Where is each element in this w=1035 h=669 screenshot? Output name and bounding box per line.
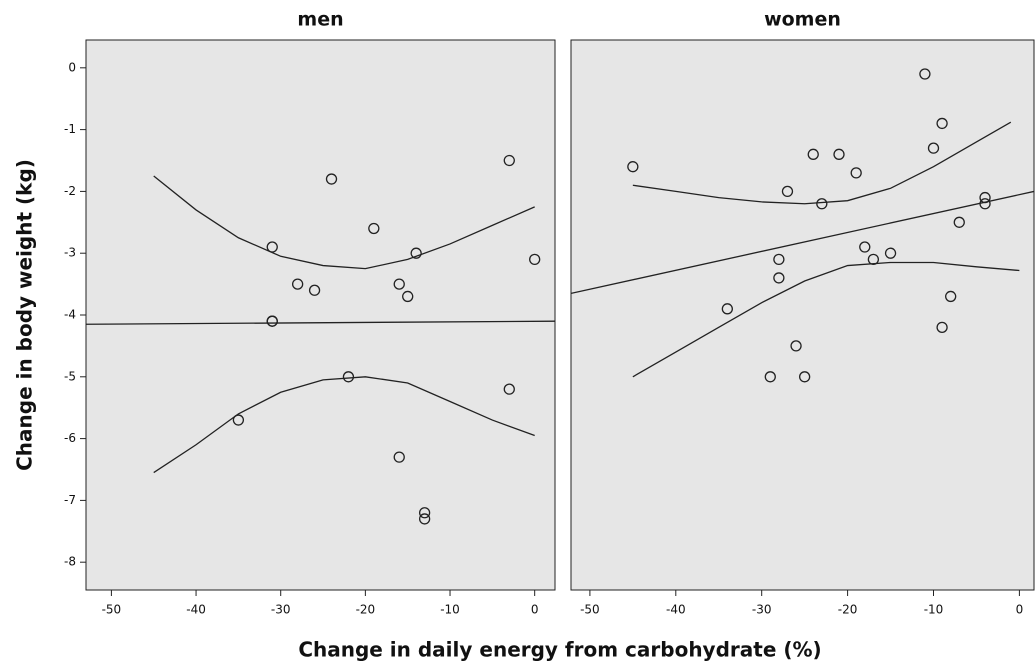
- x-tick-label: -10: [924, 603, 944, 617]
- y-tick-label: -6: [64, 431, 76, 445]
- point: [393, 278, 405, 290]
- y-tick-label: -2: [64, 184, 76, 198]
- y-tick-label: -4: [64, 308, 76, 322]
- y-axis-label: Change in body weight (kg): [13, 159, 37, 471]
- point: [919, 68, 931, 80]
- point: [393, 451, 405, 463]
- point: [867, 253, 880, 266]
- point: [884, 247, 897, 259]
- x-tick-label: 0: [531, 603, 539, 617]
- point: [291, 278, 304, 290]
- point: [798, 371, 811, 383]
- x-tick-label: -20: [838, 603, 858, 617]
- point: [418, 507, 431, 519]
- point: [529, 253, 541, 266]
- fit-line: [86, 320, 555, 325]
- point: [503, 383, 515, 395]
- plot-content: [86, 154, 555, 525]
- point: [266, 315, 278, 327]
- x-tick-label: -30: [752, 603, 772, 617]
- point: [927, 142, 940, 154]
- x-tick-label: -40: [186, 603, 206, 617]
- x-tick-label: 0: [1016, 603, 1024, 617]
- point: [773, 253, 785, 266]
- x-tick-label: -40: [666, 603, 686, 617]
- y-tick-label: -8: [64, 555, 76, 569]
- point: [945, 290, 957, 303]
- point: [266, 241, 278, 253]
- y-tick-label: -7: [64, 493, 76, 507]
- point: [773, 272, 785, 284]
- point: [721, 303, 733, 315]
- point: [781, 185, 794, 198]
- point: [936, 117, 948, 130]
- point: [816, 198, 828, 210]
- point: [325, 173, 338, 185]
- plot-area: [570, 39, 1035, 591]
- point: [936, 321, 948, 334]
- point: [627, 161, 639, 173]
- x-tick-label: -10: [440, 603, 460, 617]
- x-axis-label: Change in daily energy from carbohydrate…: [298, 638, 821, 662]
- point: [833, 148, 845, 160]
- point: [232, 414, 245, 426]
- fit-line: [153, 175, 535, 270]
- panel-title: men: [297, 9, 343, 31]
- x-tick-label: -20: [356, 603, 376, 617]
- point: [368, 222, 380, 235]
- y-tick-label: -5: [64, 369, 76, 383]
- point: [342, 371, 355, 383]
- point: [308, 284, 321, 296]
- x-tick-label: -30: [271, 603, 291, 617]
- point: [418, 513, 431, 525]
- plot-content: [571, 68, 1034, 383]
- point: [790, 340, 802, 352]
- point: [503, 154, 515, 167]
- y-tick-label: 0: [68, 60, 76, 74]
- panel-title: women: [764, 9, 841, 31]
- y-tick-label: -3: [64, 246, 76, 260]
- point: [850, 167, 862, 179]
- point: [859, 241, 871, 253]
- fit-line: [632, 261, 1020, 378]
- fit-line: [571, 190, 1034, 295]
- point: [979, 198, 991, 210]
- x-tick-label: -50: [580, 603, 600, 617]
- point: [410, 247, 422, 259]
- x-tick-label: -50: [102, 603, 122, 617]
- point: [807, 148, 819, 160]
- y-tick-label: -1: [64, 122, 76, 136]
- point: [979, 191, 991, 204]
- point: [953, 216, 965, 228]
- plot-area: [85, 39, 556, 591]
- point: [764, 371, 776, 383]
- point: [402, 290, 414, 303]
